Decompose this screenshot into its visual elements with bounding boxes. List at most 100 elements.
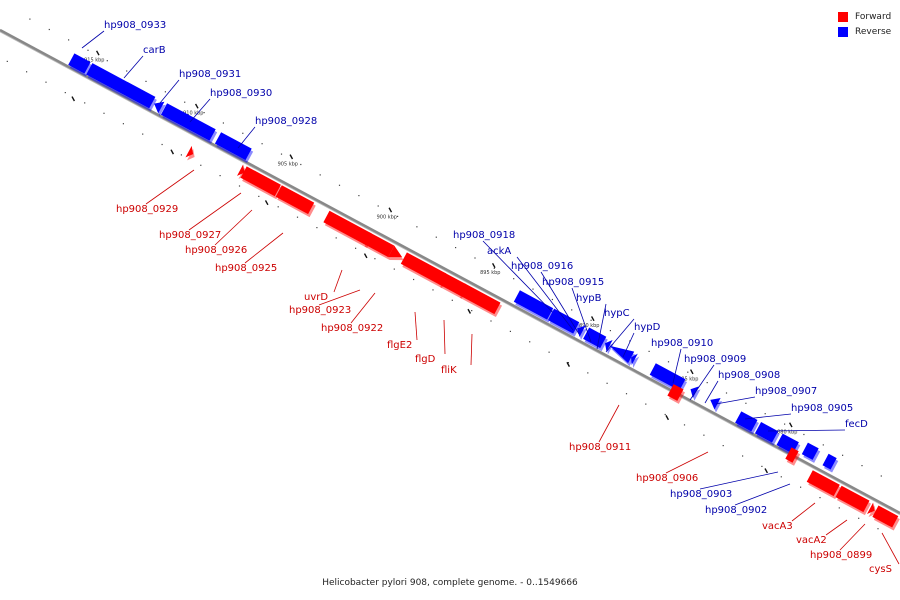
gene-flik xyxy=(458,283,501,315)
minor-tick xyxy=(103,112,105,114)
minor-tick xyxy=(161,143,163,146)
major-tick xyxy=(71,96,76,102)
gene-label-hp908-0928: hp908_0928 xyxy=(255,116,317,127)
major-tick xyxy=(788,422,793,428)
gene-label-flgd: flgD xyxy=(415,354,436,365)
minor-tick xyxy=(822,444,824,446)
minor-tick xyxy=(703,434,705,436)
gene-uvrd xyxy=(323,210,372,245)
leader-line xyxy=(734,483,791,506)
gene-hp908-0933 xyxy=(68,53,91,74)
leader-line xyxy=(672,348,682,384)
leader-line xyxy=(470,333,473,366)
gene-label-hypb: hypB xyxy=(576,293,602,304)
leader-line xyxy=(540,271,580,335)
minor-tick xyxy=(645,403,647,405)
leader-line xyxy=(596,303,607,350)
leader-line xyxy=(318,289,361,306)
gene-hp908-0925 xyxy=(275,185,315,215)
gene-label-hp908-0923: hp908_0923 xyxy=(289,305,351,316)
tick-label: 880 kbp xyxy=(777,430,797,436)
minor-tick xyxy=(416,226,418,228)
tick-label: 890 kbp xyxy=(579,323,599,329)
gene-label-hp908-0927: hp908_0927 xyxy=(159,230,221,241)
gene-label-hp908-0903: hp908_0903 xyxy=(670,489,732,500)
major-tick xyxy=(764,468,769,474)
minor-tick xyxy=(435,236,437,238)
minor-tick xyxy=(261,143,263,145)
minor-tick xyxy=(664,413,666,416)
minor-tick xyxy=(529,341,531,343)
major-tick xyxy=(95,50,100,56)
gene-hp908-0916 xyxy=(577,325,586,337)
minor-tick xyxy=(629,340,631,342)
minor-tick xyxy=(513,278,515,280)
gene-hp908-0928 xyxy=(214,132,252,161)
gene-label-acka: ackA xyxy=(487,246,511,257)
tick-label: 885 kbp xyxy=(678,376,698,382)
minor-tick xyxy=(451,299,453,301)
leader-line xyxy=(188,192,242,231)
leader-line xyxy=(605,318,635,353)
gene-hp908-0931 xyxy=(154,101,165,114)
leader-line xyxy=(145,169,195,205)
minor-tick xyxy=(742,455,744,457)
gene-hp908-0915 xyxy=(583,327,607,349)
minor-tick xyxy=(122,123,124,125)
minor-tick xyxy=(803,433,805,436)
minor-tick xyxy=(145,80,147,82)
gene-hp908-0910 xyxy=(649,363,686,391)
minor-tick xyxy=(242,132,244,134)
minor-tick xyxy=(474,257,476,259)
minor-tick xyxy=(493,267,495,269)
minor-tick xyxy=(780,476,782,478)
major-tick xyxy=(170,149,175,155)
gene-label-vaca2: vacA2 xyxy=(796,535,827,546)
gene-label-hp908-0918: hp908_0918 xyxy=(453,230,515,241)
tick-label: 900 kbp xyxy=(377,215,397,221)
leader-line xyxy=(81,30,105,49)
minor-tick xyxy=(280,153,283,155)
minor-tick xyxy=(455,247,457,249)
gene-label-hp908-0930: hp908_0930 xyxy=(210,88,272,99)
gene-hp908-0926 xyxy=(240,166,281,197)
tick-label: 915 kbp xyxy=(84,58,104,64)
gene-hp908-0907 xyxy=(735,411,758,432)
leader-line xyxy=(482,240,564,324)
gene-hp908-0930 xyxy=(160,103,216,141)
minor-tick xyxy=(377,205,379,207)
gene-label-hp908-0899: hp908_0899 xyxy=(810,550,872,561)
minor-tick xyxy=(725,392,728,394)
minor-tick xyxy=(606,382,608,384)
gene-flgd xyxy=(438,272,467,296)
minor-tick xyxy=(722,445,724,447)
leader-line xyxy=(123,55,144,79)
gene-hp908-0918 xyxy=(513,290,554,320)
gene-label-hp908-0915: hp908_0915 xyxy=(542,277,604,288)
major-tick xyxy=(566,361,571,367)
tick-label: 910 kbp xyxy=(183,111,203,117)
gene-carb xyxy=(86,63,156,109)
leader-line xyxy=(839,523,866,551)
minor-tick xyxy=(548,351,550,353)
major-tick xyxy=(388,207,393,213)
leader-line xyxy=(791,502,816,522)
minor-tick xyxy=(706,382,708,384)
minor-tick xyxy=(6,60,8,62)
minor-tick xyxy=(277,206,279,208)
leader-line xyxy=(622,332,635,358)
major-tick xyxy=(194,103,199,109)
leader-line xyxy=(598,404,620,443)
gene-hp908-0911 xyxy=(667,384,684,401)
minor-tick xyxy=(64,92,66,94)
minor-tick xyxy=(590,319,592,321)
minor-tick xyxy=(490,320,492,322)
minor-tick xyxy=(861,465,863,467)
gene-label-hp908-0902: hp908_0902 xyxy=(705,505,767,516)
leader-line xyxy=(414,311,418,341)
gene-hp908-0922 xyxy=(388,245,403,258)
gene-hp908-0908 xyxy=(710,398,721,410)
minor-tick xyxy=(745,402,747,404)
gene-label-hp908-0907: hp908_0907 xyxy=(755,386,817,397)
major-tick xyxy=(491,262,496,269)
